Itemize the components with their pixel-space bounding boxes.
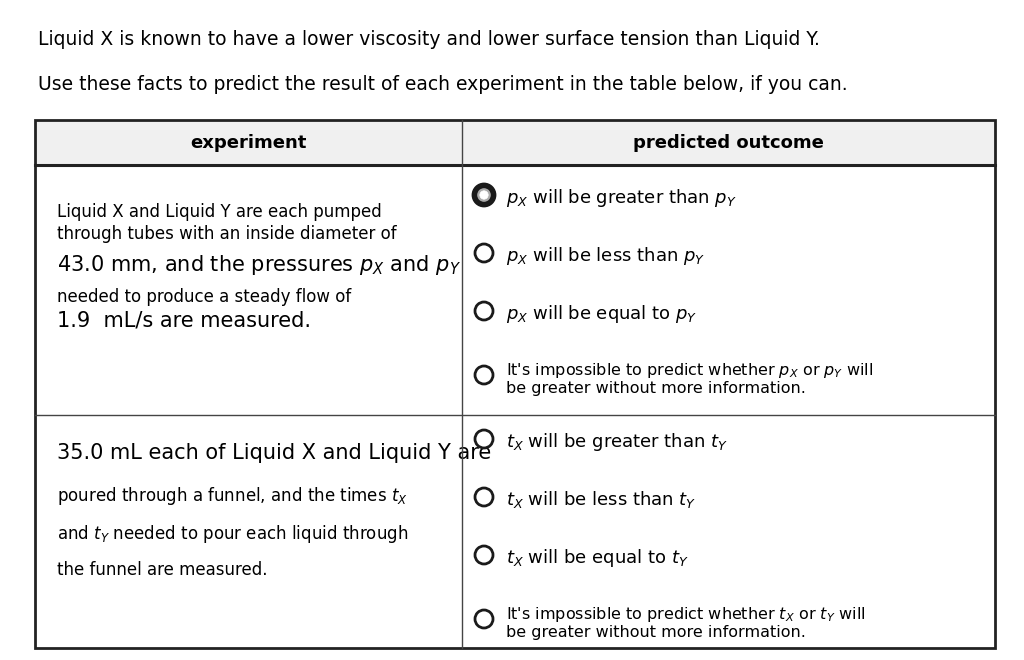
Text: $p_X$ will be equal to $p_Y$: $p_X$ will be equal to $p_Y$: [506, 303, 697, 325]
Text: be greater without more information.: be greater without more information.: [506, 381, 806, 396]
Text: needed to produce a steady flow of: needed to produce a steady flow of: [57, 288, 351, 306]
Text: $t_X$ will be less than $t_Y$: $t_X$ will be less than $t_Y$: [506, 489, 696, 510]
Text: experiment: experiment: [190, 133, 306, 152]
Circle shape: [475, 186, 493, 203]
Text: the funnel are measured.: the funnel are measured.: [57, 561, 267, 579]
Text: be greater without more information.: be greater without more information.: [506, 625, 806, 640]
Text: 1.9  mL/s are measured.: 1.9 mL/s are measured.: [57, 311, 311, 331]
Text: Liquid X is known to have a lower viscosity and lower surface tension than Liqui: Liquid X is known to have a lower viscos…: [38, 30, 820, 49]
Text: 43.0 mm, and the pressures $p_X$ and $p_Y$: 43.0 mm, and the pressures $p_X$ and $p_…: [57, 253, 461, 277]
Text: and $t_Y$ needed to pour each liquid through: and $t_Y$ needed to pour each liquid thr…: [57, 523, 409, 545]
Text: $p_X$ will be greater than $p_Y$: $p_X$ will be greater than $p_Y$: [506, 187, 736, 209]
Text: $p_X$ will be less than $p_Y$: $p_X$ will be less than $p_Y$: [506, 245, 706, 267]
Circle shape: [480, 191, 488, 199]
Text: Use these facts to predict the result of each experiment in the table below, if : Use these facts to predict the result of…: [38, 75, 848, 94]
Text: It's impossible to predict whether $p_X$ or $p_Y$ will: It's impossible to predict whether $p_X$…: [506, 361, 873, 380]
Text: It's impossible to predict whether $t_X$ or $t_Y$ will: It's impossible to predict whether $t_X$…: [506, 605, 865, 624]
Text: 35.0 mL each of Liquid X and Liquid Y are: 35.0 mL each of Liquid X and Liquid Y ar…: [57, 443, 492, 463]
Bar: [35, 120, 995, 165]
Text: predicted outcome: predicted outcome: [633, 133, 824, 152]
Text: Liquid X and Liquid Y are each pumped: Liquid X and Liquid Y are each pumped: [57, 203, 382, 221]
Text: $t_X$ will be equal to $t_Y$: $t_X$ will be equal to $t_Y$: [506, 547, 688, 569]
Text: $t_X$ will be greater than $t_Y$: $t_X$ will be greater than $t_Y$: [506, 431, 728, 453]
Text: poured through a funnel, and the times $t_X$: poured through a funnel, and the times $…: [57, 485, 408, 507]
Text: through tubes with an inside diameter of: through tubes with an inside diameter of: [57, 225, 396, 243]
